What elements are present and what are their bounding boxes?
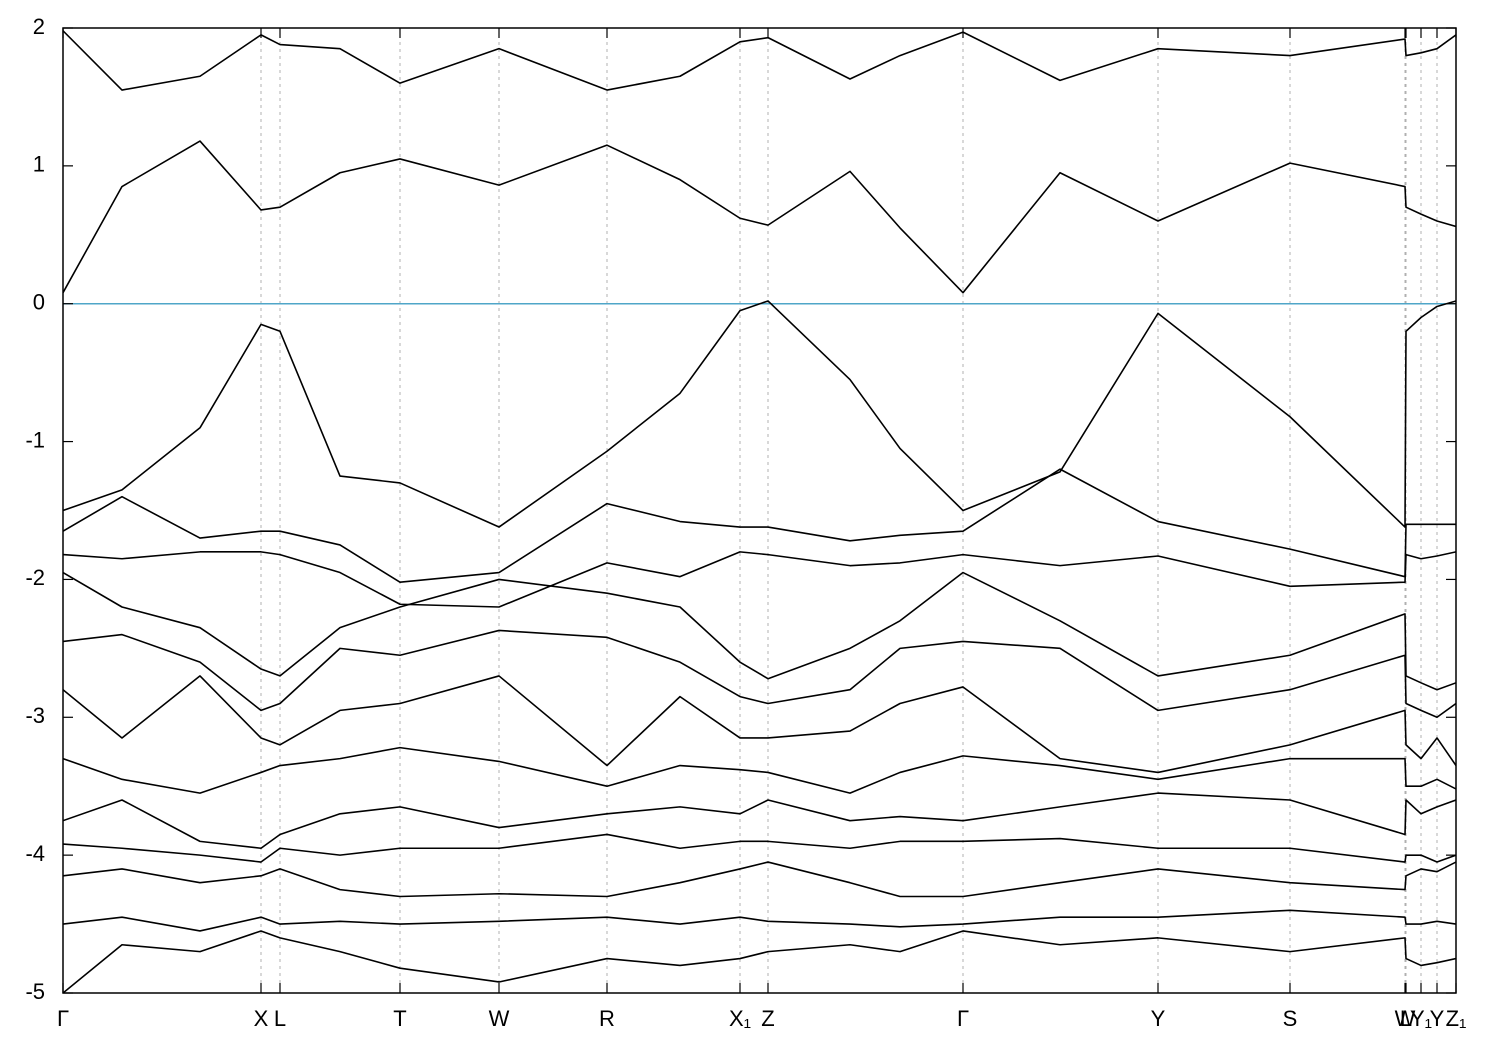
band-line — [63, 909, 1456, 932]
y-tick-label: 1 — [33, 152, 45, 177]
x-tick-label: L — [1400, 1006, 1412, 1031]
y-tick-label: -1 — [25, 427, 45, 452]
band-line — [63, 551, 1456, 608]
band-line — [63, 792, 1456, 850]
band-line — [63, 468, 1456, 583]
x-tick-label: W — [1395, 1006, 1416, 1031]
plot-area — [63, 30, 1456, 993]
band-line — [63, 30, 1456, 91]
x-tick-label: L — [274, 1006, 286, 1031]
y-tick-label: -5 — [25, 979, 45, 1004]
x-tick-label: Γ — [57, 1006, 69, 1031]
band-line — [63, 140, 1456, 294]
x-tick-label: Y — [1430, 1006, 1445, 1031]
band-line — [63, 571, 1456, 691]
y-tick-label: 2 — [33, 14, 45, 39]
x-tick-label: S — [1283, 1006, 1298, 1031]
plot-frame — [62, 27, 1457, 994]
x-tick-label: Y — [1151, 1006, 1166, 1031]
band-line — [63, 833, 1456, 863]
band-line — [63, 675, 1456, 774]
y-tick-label: -3 — [25, 703, 45, 728]
y-tick-label: -2 — [25, 565, 45, 590]
band-line — [63, 629, 1456, 719]
x-tick-label: X₁ — [729, 1006, 751, 1031]
x-tick-label: Y₁ — [1410, 1006, 1432, 1031]
band-line — [63, 930, 1456, 993]
x-tick-label: Γ — [957, 1006, 969, 1031]
x-tick-label: X — [254, 1006, 269, 1031]
x-tick-label: W — [489, 1006, 510, 1031]
x-tick-label: T — [393, 1006, 406, 1031]
x-tick-label: R — [599, 1006, 615, 1031]
y-tick-label: -4 — [25, 841, 45, 866]
x-tick-label: Z — [761, 1006, 774, 1031]
band-line — [63, 861, 1456, 898]
x-tick-label: Z₁ — [1446, 1006, 1467, 1031]
band-line — [63, 746, 1456, 794]
y-tick-label: 0 — [33, 290, 45, 315]
band-line — [63, 300, 1456, 528]
